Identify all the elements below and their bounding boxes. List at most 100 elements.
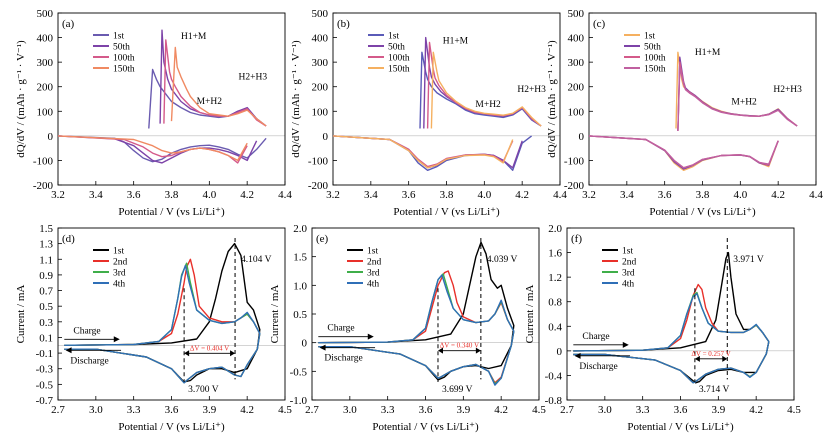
discharge-arrowhead	[574, 352, 581, 359]
legend-label: 3rd	[367, 269, 380, 279]
legend-label: 1st	[367, 247, 378, 257]
panel-c: 3.2 3.4 3.6 3.8 4.0 4.2 4.4-200-10001002003004…	[546, 8, 823, 218]
delta-v-label: ΔV = 0.257 V	[691, 350, 730, 358]
y-tick-label: 100	[37, 106, 54, 118]
series-line-1st	[588, 135, 779, 171]
x-tick-label: 2.7	[305, 404, 319, 416]
y-tick-label: -0.5	[36, 379, 54, 391]
legend-label: 150th	[644, 65, 666, 75]
series-line-150th	[588, 135, 779, 169]
delta-v-arrowhead-right	[475, 347, 481, 354]
x-tick-label: 4.2	[240, 189, 254, 201]
y-tick-label: -100	[308, 155, 329, 167]
x-tick-label: 4.2	[749, 404, 763, 416]
peak-label-h1-m: H1+M	[695, 48, 721, 58]
y-tick-label: 0.8	[548, 297, 562, 309]
x-tick-label: 3.3	[127, 404, 141, 416]
legend-label: 100th	[388, 54, 410, 64]
series-line-1st	[318, 241, 515, 381]
x-tick-label: 3.8	[165, 189, 179, 201]
y-tick-label: -0.5	[290, 366, 308, 378]
y-tick-label: -100	[33, 155, 54, 167]
y-tick-label: 0.5	[39, 301, 53, 313]
y-tick-label: 1.0	[293, 280, 307, 292]
reduction-peak-label: 3.714 V	[699, 385, 730, 395]
y-axis-label: Current / mA	[524, 285, 536, 344]
panel-b: 3.2 3.4 3.6 3.8 4.0 4.2 4.4 -200 -100 0 100 200 300 4…	[290, 8, 567, 218]
y-tick-label: 0.1	[39, 332, 53, 344]
charge-label: Charge	[582, 332, 609, 342]
y-tick-label: 1.1	[39, 254, 53, 266]
legend-label: 50th	[644, 43, 661, 53]
x-tick-label: 4.4	[278, 189, 292, 201]
charge-arrowhead	[622, 341, 629, 348]
x-tick-label: 3.8	[696, 189, 710, 201]
x-tick-label: 3.8	[440, 189, 454, 201]
plot-frame	[57, 227, 286, 401]
x-tick-label: 3.0	[89, 404, 103, 416]
legend-label: 100th	[644, 54, 666, 64]
oxidation-peak-label: 4.104 V	[241, 255, 272, 265]
y-tick-label: 2.0	[548, 223, 562, 235]
x-tick-label: 3.6	[674, 404, 688, 416]
y-tick-label: 0	[323, 131, 329, 143]
y-tick-label: -1.0	[290, 395, 308, 407]
series-line-100th	[588, 135, 779, 169]
charge-line-100th	[163, 39, 267, 127]
oxidation-peak-label: 4.039 V	[487, 255, 518, 265]
y-tick-label: 200	[568, 82, 585, 94]
y-tick-label: 0.7	[39, 286, 53, 298]
y-tick-label: -0.1	[36, 348, 53, 360]
charge-line-150th	[170, 46, 267, 127]
legend-label: 1st	[388, 32, 399, 42]
discharge-arrowhead	[65, 347, 72, 354]
x-tick-label: 3.4	[89, 189, 103, 201]
y-tick-label: 1.2	[548, 272, 562, 284]
y-tick-label: 0	[557, 346, 563, 358]
x-tick-label: 4.2	[240, 404, 254, 416]
x-tick-label: 3.9	[711, 404, 725, 416]
x-axis-label: Potential / V (vs Li/Li⁺)	[118, 421, 225, 433]
x-tick-label: 4.2	[515, 189, 529, 201]
legend-label: 2nd	[113, 258, 128, 268]
series-line-50th	[332, 135, 523, 169]
charge-line-1st	[419, 51, 542, 129]
y-tick-label: -0.7	[36, 395, 54, 407]
legend-label: 2nd	[367, 258, 382, 268]
delta-v-label: ΔV = 0.404 V	[190, 344, 229, 352]
y-tick-label: -200	[33, 180, 54, 192]
panel-d: 2.7 3.0 3.3 3.6 3.9 4.2 4.5 -0.7 -0.5 -0.3 -0.1 0.1…	[15, 223, 292, 433]
plot-frame	[57, 12, 286, 186]
x-axis-label: Potential / V (vs Li/Li⁺)	[393, 206, 500, 218]
legend-label: 100th	[113, 54, 135, 64]
legend-label: 150th	[388, 65, 410, 75]
delta-v-arrowhead-left	[694, 355, 700, 362]
discharge-label: Discharge	[579, 362, 617, 372]
x-tick-label: 4.0	[202, 189, 216, 201]
delta-v-arrowhead-left	[437, 347, 443, 354]
delta-v-label: ΔV = 0.340 V	[440, 342, 479, 350]
x-tick-label: 3.0	[598, 404, 612, 416]
legend-label: 3rd	[113, 269, 126, 279]
x-axis-label: Potential / V (vs Li/Li⁺)	[118, 206, 225, 218]
x-axis-label: Potential / V (vs Li/Li⁺)	[627, 421, 734, 433]
legend-label: 3rd	[622, 269, 635, 279]
x-axis-label: Potential / V (vs Li/Li⁺)	[649, 206, 756, 218]
y-tick-label: 0.9	[39, 270, 53, 282]
y-tick-label: 100	[312, 106, 329, 118]
y-tick-label: -200	[308, 180, 329, 192]
x-tick-label: 3.9	[456, 404, 470, 416]
peak-label-h1-m: H1+M	[443, 37, 469, 47]
y-tick-label: 300	[37, 57, 54, 69]
plot-frame	[566, 227, 795, 401]
charge-label: Charge	[327, 324, 354, 334]
y-tick-label: 300	[312, 57, 329, 69]
y-tick-label: 1.6	[548, 248, 562, 260]
y-tick-label: 300	[568, 57, 585, 69]
y-tick-label: 1.5	[39, 223, 53, 235]
discharge-label: Discharge	[324, 354, 362, 364]
y-axis-label: dQ/dV / (mAh · g⁻¹ · V⁻¹)	[290, 40, 302, 158]
y-tick-label: 0	[579, 131, 585, 143]
series-line-50th	[588, 135, 779, 170]
